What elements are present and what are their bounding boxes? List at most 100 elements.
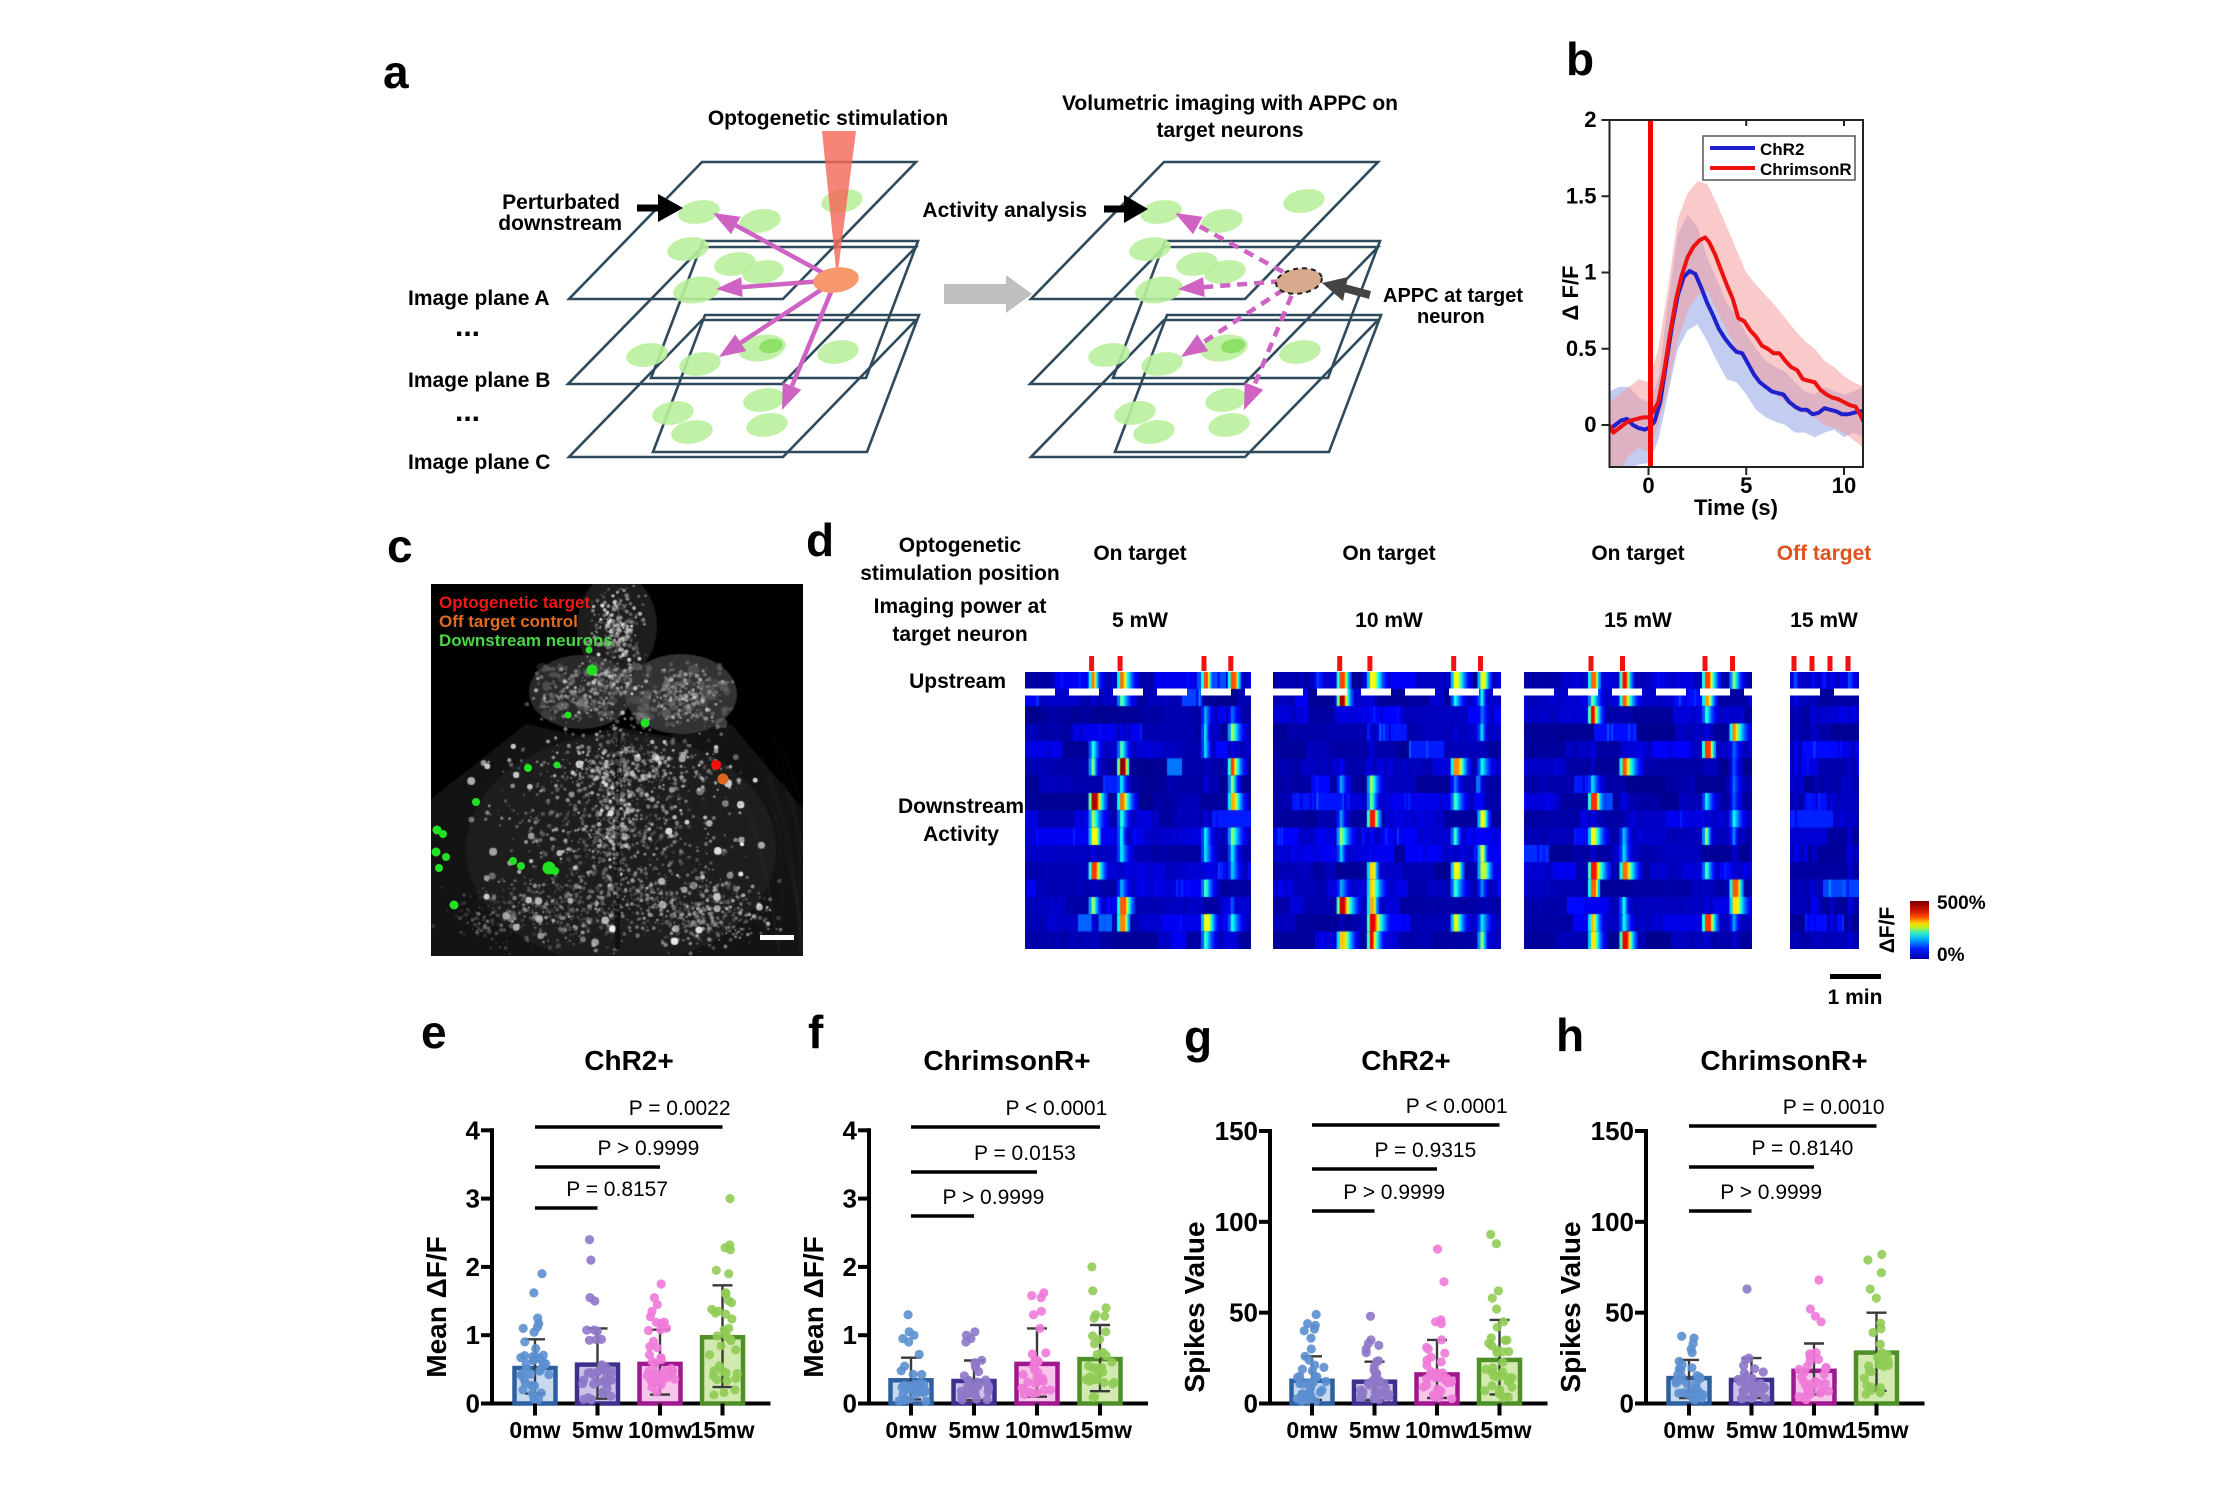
svg-text:On target: On target [1342,542,1435,565]
svg-text:P = 0.8140: P = 0.8140 [1752,1137,1854,1160]
svg-text:10mw: 10mw [1005,1417,1069,1443]
svg-text:Mean ΔF/F: Mean ΔF/F [421,1236,452,1377]
svg-text:0%: 0% [1937,945,1965,966]
svg-text:P = 0.0022: P = 0.0022 [629,1097,731,1120]
svg-text:Volumetric imaging with APPC o: Volumetric imaging with APPC on [1062,92,1398,115]
svg-text:0: 0 [466,1389,480,1419]
svg-text:Off target control: Off target control [439,612,578,631]
svg-text:P = 0.9315: P = 0.9315 [1375,1139,1477,1162]
svg-text:15mw: 15mw [691,1417,755,1443]
svg-text:ChR2+: ChR2+ [1361,1045,1450,1076]
svg-text:Off target: Off target [1777,542,1872,565]
svg-text:0: 0 [1584,412,1596,437]
svg-text:2: 2 [1584,107,1596,132]
svg-text:d: d [806,514,834,566]
svg-text:10mw: 10mw [628,1417,692,1443]
svg-text:P < 0.0001: P < 0.0001 [1406,1095,1508,1118]
svg-text:0: 0 [1642,473,1654,498]
svg-text:100: 100 [1591,1207,1634,1237]
svg-text:neuron: neuron [1417,306,1485,328]
svg-text:150: 150 [1591,1116,1634,1146]
svg-text:Imaging power at: Imaging power at [874,595,1047,618]
svg-text:10mw: 10mw [1405,1417,1469,1443]
svg-text:50: 50 [1605,1298,1634,1328]
svg-text:ChrimsonR+: ChrimsonR+ [923,1045,1090,1076]
svg-text:P = 0.0010: P = 0.0010 [1783,1096,1885,1119]
svg-text:Image plane A: Image plane A [408,287,550,310]
svg-text:3: 3 [843,1184,857,1214]
svg-text:0: 0 [843,1389,857,1419]
svg-text:1 min: 1 min [1828,986,1883,1009]
svg-text:ChrimsonR: ChrimsonR [1760,160,1852,179]
svg-text:ChrimsonR+: ChrimsonR+ [1700,1045,1867,1076]
svg-text:...: ... [455,395,480,428]
svg-text:Upstream: Upstream [909,670,1006,693]
svg-text:P > 0.9999: P > 0.9999 [598,1137,700,1160]
svg-text:f: f [808,1006,824,1058]
svg-text:a: a [383,46,409,98]
svg-text:Optogenetic: Optogenetic [899,534,1022,557]
svg-text:3: 3 [466,1184,480,1214]
svg-text:10 mW: 10 mW [1355,609,1423,632]
svg-text:h: h [1556,1009,1584,1061]
svg-text:1.5: 1.5 [1566,183,1597,208]
svg-text:2: 2 [843,1252,857,1282]
svg-text:5mw: 5mw [572,1417,623,1443]
svg-text:15mw: 15mw [1845,1417,1909,1443]
svg-text:Perturbated: Perturbated [502,191,620,214]
svg-text:Spikes Value: Spikes Value [1179,1221,1210,1392]
svg-text:15 mW: 15 mW [1790,609,1858,632]
svg-text:Downstream: Downstream [898,795,1024,818]
svg-text:15 mW: 15 mW [1604,609,1672,632]
svg-text:15mw: 15mw [1468,1417,1532,1443]
svg-text:downstream: downstream [498,212,622,235]
svg-text:Optogenetic stimulation: Optogenetic stimulation [708,107,948,130]
svg-text:4: 4 [466,1115,481,1145]
svg-text:0: 0 [1620,1389,1634,1419]
svg-text:g: g [1184,1011,1212,1063]
svg-text:Activity: Activity [923,823,999,846]
svg-text:P > 0.9999: P > 0.9999 [1343,1181,1445,1204]
svg-text:Time (s): Time (s) [1694,495,1778,520]
svg-text:Optogenetic target: Optogenetic target [439,593,590,612]
svg-text:On target: On target [1591,542,1684,565]
svg-text:150: 150 [1215,1116,1258,1146]
svg-text:target neuron: target neuron [892,623,1027,646]
svg-text:50: 50 [1229,1298,1258,1328]
svg-text:P > 0.9999: P > 0.9999 [1720,1181,1822,1204]
svg-text:Mean ΔF/F: Mean ΔF/F [798,1236,829,1377]
svg-text:...: ... [455,310,480,343]
svg-text:P > 0.9999: P > 0.9999 [943,1186,1045,1209]
svg-text:1: 1 [466,1320,480,1350]
svg-text:P < 0.0001: P < 0.0001 [1006,1097,1108,1120]
svg-text:APPC at target: APPC at target [1383,285,1523,307]
svg-text:1: 1 [1584,260,1596,285]
svg-text:500%: 500% [1937,893,1986,914]
svg-text:P = 0.0153: P = 0.0153 [974,1142,1076,1165]
svg-text:Image plane C: Image plane C [408,451,550,474]
svg-text:Spikes Value: Spikes Value [1555,1221,1586,1392]
svg-text:15mw: 15mw [1068,1417,1132,1443]
svg-text:ΔF/F: ΔF/F [1876,907,1899,954]
svg-text:1: 1 [843,1320,857,1350]
svg-text:2: 2 [466,1252,480,1282]
svg-text:c: c [387,520,413,572]
svg-text:P = 0.8157: P = 0.8157 [566,1178,668,1201]
svg-text:0mw: 0mw [885,1417,936,1443]
svg-text:5mw: 5mw [1349,1417,1400,1443]
svg-text:ChR2: ChR2 [1760,140,1804,159]
svg-text:Downstream neurons: Downstream neurons [439,631,613,650]
svg-text:5mw: 5mw [1726,1417,1777,1443]
svg-text:Δ F/F: Δ F/F [1558,266,1583,321]
svg-text:0.5: 0.5 [1566,336,1597,361]
svg-text:0mw: 0mw [509,1417,560,1443]
svg-text:Image plane B: Image plane B [408,369,550,392]
svg-text:5mw: 5mw [948,1417,999,1443]
svg-text:e: e [421,1006,447,1058]
svg-text:100: 100 [1215,1207,1258,1237]
svg-text:target neurons: target neurons [1156,119,1303,142]
svg-text:0mw: 0mw [1663,1417,1714,1443]
svg-text:10mw: 10mw [1782,1417,1846,1443]
svg-text:5: 5 [1740,473,1752,498]
svg-text:stimulation position: stimulation position [860,562,1060,585]
